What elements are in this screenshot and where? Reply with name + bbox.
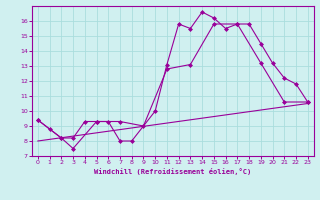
X-axis label: Windchill (Refroidissement éolien,°C): Windchill (Refroidissement éolien,°C) xyxy=(94,168,252,175)
